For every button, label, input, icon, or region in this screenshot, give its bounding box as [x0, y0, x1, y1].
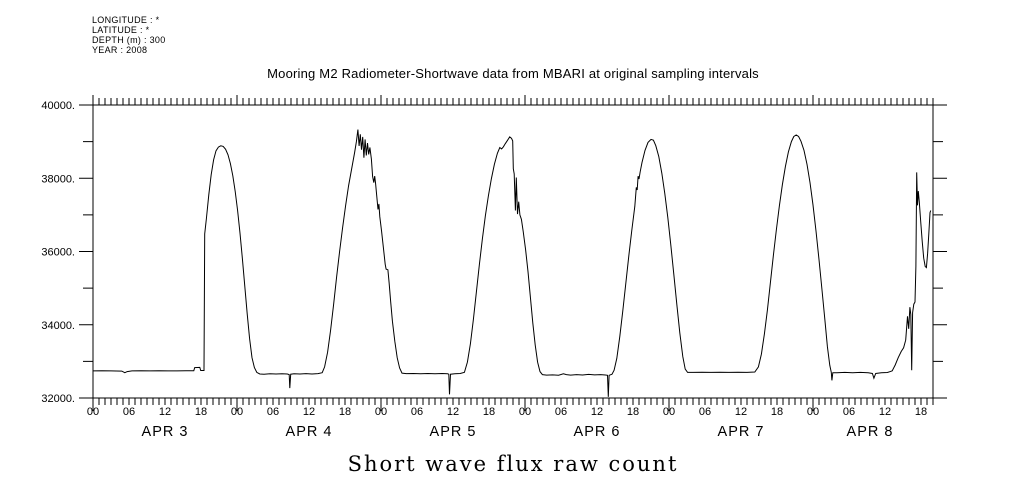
day-label: APR 3	[142, 424, 189, 440]
metadata-latitude: LATITUDE : *	[92, 25, 150, 35]
hour-label: 00	[87, 406, 99, 418]
day-label: APR 6	[574, 424, 621, 440]
y-tick-label: 36000.	[41, 247, 75, 259]
hour-label: 06	[699, 406, 711, 418]
hour-label: 12	[303, 406, 315, 418]
hour-label: 00	[663, 406, 675, 418]
day-label: APR 8	[847, 424, 894, 440]
y-tick-label: 34000.	[41, 320, 75, 332]
hour-label: 06	[123, 406, 135, 418]
day-label: APR 5	[430, 424, 477, 440]
hour-label: 12	[159, 406, 171, 418]
metadata-longitude: LONGITUDE : *	[92, 15, 160, 25]
hour-label: 06	[411, 406, 423, 418]
hour-label: 12	[879, 406, 891, 418]
hour-label: 06	[267, 406, 279, 418]
y-tick-label: 40000.	[41, 100, 75, 112]
hour-label: 00	[375, 406, 387, 418]
hour-label: 00	[807, 406, 819, 418]
hour-label: 00	[231, 406, 243, 418]
hour-label: 06	[555, 406, 567, 418]
day-label: APR 7	[718, 424, 765, 440]
y-tick-label: 38000.	[41, 173, 75, 185]
hour-label: 12	[735, 406, 747, 418]
metadata-block: LONGITUDE : * LATITUDE : * DEPTH (m) : 300…	[92, 15, 166, 55]
hour-label: 06	[843, 406, 855, 418]
x-axis-caption: Short wave flux raw count	[347, 452, 679, 476]
day-label: APR 4	[286, 424, 333, 440]
data-line	[92, 129, 932, 397]
hour-label: 18	[483, 406, 495, 418]
hour-label: 18	[627, 406, 639, 418]
metadata-depth: DEPTH (m) : 300	[92, 35, 166, 45]
hour-label: 18	[195, 406, 207, 418]
hour-label: 00	[519, 406, 531, 418]
hour-label: 12	[447, 406, 459, 418]
hour-label: 12	[591, 406, 603, 418]
metadata-year: YEAR : 2008	[92, 45, 148, 55]
hour-label: 18	[915, 406, 927, 418]
chart-title: Mooring M2 Radiometer-Shortwave data fro…	[267, 66, 759, 81]
hour-label: 18	[771, 406, 783, 418]
y-tick-label: 32000.	[41, 393, 75, 405]
hour-label: 18	[339, 406, 351, 418]
